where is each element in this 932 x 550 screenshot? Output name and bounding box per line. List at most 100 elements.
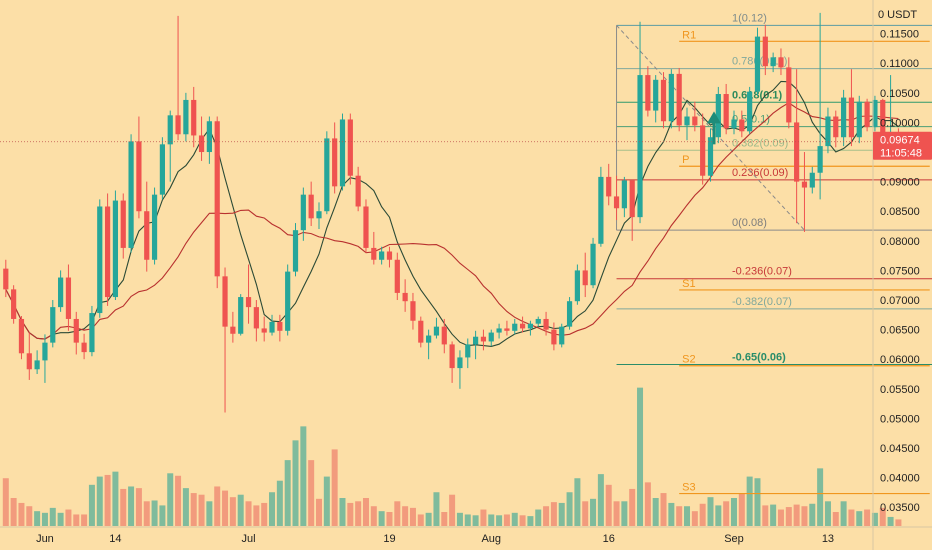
y-tick-label: 0.05500 [880,384,920,396]
volume-bar [848,509,855,526]
current-price-value: 0.09674 [880,135,920,147]
candle [347,113,353,185]
volume-bar [676,506,683,526]
time-axis: Jun14Jul19Aug16Sep13Oct [0,526,932,545]
candle [144,181,150,272]
volume-bar [817,468,824,526]
x-tick-label: 19 [383,533,395,545]
y-tick-label: 0.11000 [880,58,919,70]
candle [89,305,95,357]
x-tick-label: Jun [36,533,54,545]
y-tick-label: 0.03500 [880,502,920,514]
y-tick-label: 0.09000 [880,177,920,189]
volume-bar [566,492,573,526]
volume-bar [409,507,416,526]
x-tick-label: 16 [603,533,615,545]
x-tick-label: Jul [241,533,255,545]
volume-bar [699,503,706,526]
volume-bar [582,501,589,526]
candle [81,333,87,360]
volume-bar [2,478,9,526]
candle [833,110,839,148]
volume-bar [331,449,338,526]
volume-bar [370,506,377,526]
volume-bar [503,514,510,526]
volume-bar [182,488,189,526]
volume-bar [269,492,276,526]
candle [26,332,32,380]
volume-bar [730,498,737,526]
candle [355,166,361,212]
candle [292,223,299,277]
candle [653,75,659,123]
candle [285,264,291,336]
candle [825,107,831,154]
candle [590,237,596,289]
candle [621,176,627,218]
volume-bar [550,502,557,526]
candle [18,316,25,360]
volume-bar [433,492,440,526]
volume-bar [605,484,612,526]
candle [238,294,244,336]
y-tick-label: 0.05000 [880,413,920,425]
candle [496,323,502,339]
volume-bar [41,512,48,526]
candle [645,66,651,117]
current-price-tag [873,131,932,160]
candle [433,317,440,339]
candle [872,95,878,132]
candle [332,122,338,194]
volume-bar [456,512,463,526]
candle-countdown: 11:05:48 [880,148,922,160]
candle [504,320,510,336]
volume-bar [809,503,816,526]
candle [527,320,534,336]
candle [253,300,259,342]
volume-bar [597,474,604,526]
volume-bar [832,512,839,526]
candle [770,52,776,73]
candle [50,300,56,348]
candle [676,67,682,132]
volume-bar [879,507,886,526]
volume-bar [402,506,409,526]
volume-bar [621,501,628,526]
volume-bar [18,502,25,526]
volume-bar [347,502,354,526]
candle [198,116,205,161]
candle [394,252,400,301]
volume-bar [777,509,784,526]
candle [363,199,369,253]
candle [582,252,588,298]
volume-bar [128,486,135,526]
candle [739,110,745,138]
candle [598,166,604,247]
fib-level-label: -0.382(0.07) [732,296,792,308]
candle [637,21,643,224]
candle [535,316,541,327]
volume-bar [276,480,283,526]
candle [473,330,479,360]
candle [324,131,330,215]
volume-bar [229,497,236,526]
candle [58,270,64,312]
candle [308,181,314,227]
candle [551,322,557,351]
candle [457,350,463,389]
candle [801,152,808,232]
volume-bar [707,497,714,526]
volume-bar [691,511,698,526]
volume-bar [120,488,127,526]
volume-bar [143,501,150,526]
candle [42,334,48,383]
volume-bar [96,476,103,526]
candle [339,113,346,191]
x-tick-label: Sep [724,533,744,545]
y-tick-label: 0.06500 [880,325,920,337]
volume-bar [543,506,550,526]
pivot-level-label: S2 [682,354,695,366]
volume-bar [49,507,56,526]
candle [747,86,753,135]
